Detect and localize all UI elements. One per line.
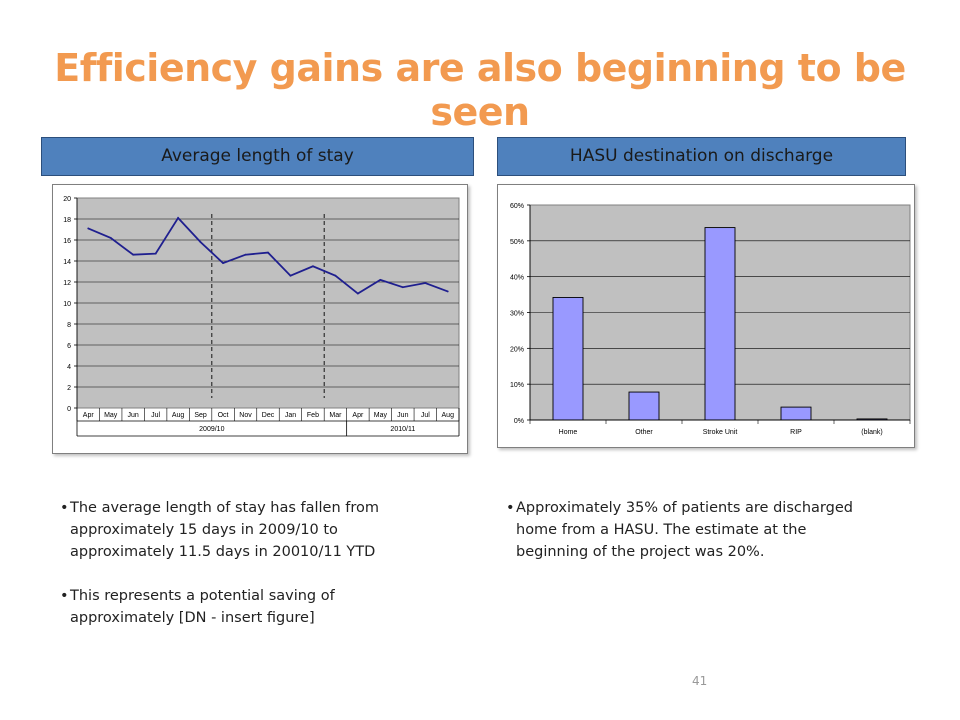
y-tick-label: 16 [63, 238, 71, 245]
x-tick-label: Feb [307, 412, 319, 419]
y-tick-label: 10 [63, 301, 71, 308]
bar-chart-svg: 0% 10% 20% 30% 40% 50% 60% Home Other Stroke Unit… [510, 203, 911, 436]
y-tick-label: 20% [510, 346, 524, 353]
left-bullet-2-text: This represents a potential saving of ap… [70, 588, 335, 626]
data-point [312, 265, 314, 268]
data-point [87, 227, 90, 230]
left-bullet-1-text: The average length of stay has fallen fr… [70, 500, 380, 560]
y-tick-label: 30% [510, 311, 524, 318]
left-bullet-list: • The average length of stay has fallen … [60, 497, 460, 629]
x-tick-label: Sep [194, 412, 207, 419]
bullet-dot-icon: • [506, 500, 515, 516]
y-tick-label: 60% [510, 203, 524, 210]
y-tick-label: 12 [63, 280, 71, 287]
x-tick-label: Jun [397, 412, 408, 419]
x-tick-label: Jul [151, 412, 160, 419]
y-tick-label: 14 [63, 259, 71, 266]
data-point [132, 253, 135, 256]
x-tick-label: Oct [218, 412, 229, 419]
y-tick-label: 0 [67, 406, 71, 413]
y-tick-label: 8 [67, 322, 71, 329]
y-tick-label: 50% [510, 239, 524, 246]
group-label: 2010/11 [390, 426, 415, 433]
y-tick-label: 4 [67, 364, 71, 371]
y-tick-label: 40% [510, 275, 524, 282]
data-point [222, 262, 224, 264]
y-tick-label: 0% [514, 418, 524, 425]
x-tick-label: Home [559, 429, 578, 436]
x-tick-label: Nov [239, 412, 252, 419]
y-tick-label: 2 [67, 385, 71, 392]
left-bullet-2: • This represents a potential saving of … [60, 585, 460, 629]
x-tick-label: Jan [285, 412, 296, 419]
data-point [154, 252, 157, 255]
data-point [244, 253, 247, 256]
x-tick-label: (blank) [861, 429, 882, 436]
data-point [177, 217, 180, 219]
x-tick-label: Aug [172, 412, 185, 419]
x-tick-label: Apr [83, 412, 95, 419]
bar [628, 391, 660, 421]
x-tick-label: Other [635, 429, 653, 436]
bar [704, 227, 736, 421]
left-bullet-1: • The average length of stay has fallen … [60, 497, 460, 563]
data-point [446, 290, 449, 293]
right-section-header: HASU destination on discharge [497, 137, 906, 176]
x-tick-label: RIP [790, 429, 802, 436]
bar [552, 296, 584, 421]
y-tick-label: 10% [510, 382, 524, 389]
x-tick-label: Mar [329, 412, 342, 419]
page-number: 41 [692, 674, 708, 688]
data-point [401, 286, 404, 289]
data-point [109, 237, 112, 239]
data-point [424, 282, 427, 284]
x-tick-label: Jul [421, 412, 430, 419]
left-section-header: Average length of stay [41, 137, 474, 176]
length-of-stay-chart: 0 2 4 6 8 10 12 14 16 18 20 Apr May Jun Jul Aug Sep Oct No… [52, 184, 468, 454]
x-tick-label: Apr [352, 412, 364, 419]
data-point [379, 279, 382, 281]
y-tick-label: 18 [63, 217, 71, 224]
data-point [356, 292, 359, 295]
y-tick-label: 6 [67, 343, 71, 350]
discharge-destination-chart: 0% 10% 20% 30% 40% 50% 60% Home Other Stroke Unit… [497, 184, 915, 448]
right-bullet-1: • Approximately 35% of patients are disc… [506, 497, 916, 563]
x-tick-label: Dec [262, 412, 275, 419]
data-point [289, 274, 292, 277]
data-point [334, 274, 337, 277]
bullet-dot-icon: • [60, 588, 69, 604]
right-bullet-1-text: Approximately 35% of patients are discha… [516, 500, 853, 560]
y-tick-label: 20 [63, 196, 71, 203]
right-bullet-list: • Approximately 35% of patients are disc… [506, 497, 916, 563]
x-tick-label: May [374, 412, 388, 419]
line-chart-svg: 0 2 4 6 8 10 12 14 16 18 20 Apr May Jun Jul Aug Sep Oct No… [63, 196, 460, 437]
bullet-dot-icon: • [60, 500, 69, 516]
x-tick-label: May [104, 412, 118, 419]
x-tick-label: Aug [442, 412, 455, 419]
data-point [199, 241, 202, 243]
slide-title: Efficiency gains are also beginning to b… [54, 46, 906, 134]
data-point [267, 251, 269, 254]
bar [780, 406, 812, 421]
group-label: 2009/10 [199, 426, 224, 433]
x-tick-label: Stroke Unit [703, 429, 738, 436]
x-tick-label: Jun [128, 412, 139, 419]
